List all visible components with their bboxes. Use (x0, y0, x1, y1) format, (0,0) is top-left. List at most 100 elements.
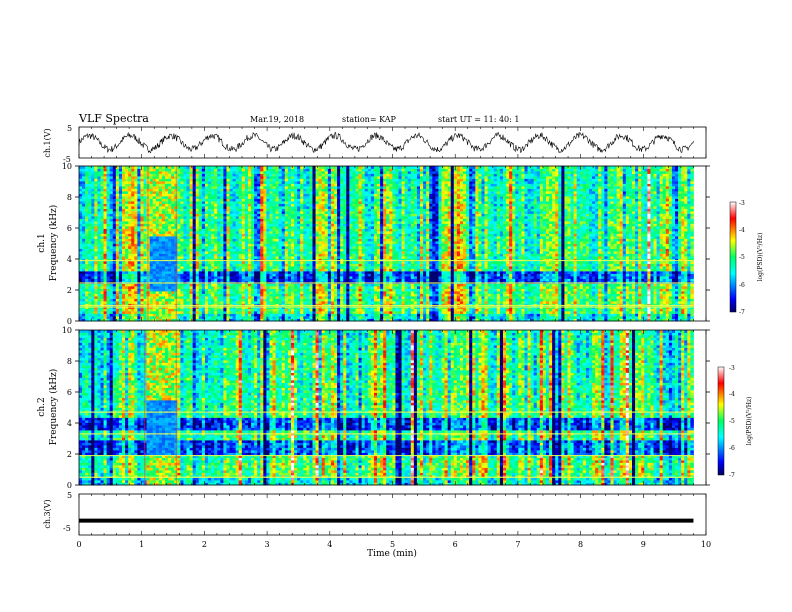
spectrogram-cell (251, 204, 254, 207)
spectrogram-cell (97, 196, 100, 199)
spectrogram-cell (245, 246, 248, 249)
spectrogram-cell (269, 309, 272, 312)
spectrogram-cell (85, 296, 88, 299)
spectrogram-cell (140, 179, 143, 182)
spectrogram-cell (202, 249, 205, 252)
spectrogram-cell (260, 311, 263, 314)
spectrogram-cell (211, 261, 214, 264)
spectrogram-cell (171, 234, 174, 237)
spectrogram-cell (288, 189, 291, 192)
spectrogram-cell (94, 176, 97, 179)
spectrogram-cell (190, 296, 193, 299)
spectrogram-cell (269, 179, 272, 182)
spectrogram-cell (226, 271, 229, 274)
spectrogram-cell (276, 269, 279, 272)
spectrogram-cell (125, 246, 128, 249)
spectrogram-cell (94, 186, 97, 189)
spectrogram-cell (309, 189, 312, 192)
spectrogram-cell (193, 189, 196, 192)
spectrogram-cell (162, 294, 165, 297)
spectrogram-cell (303, 261, 306, 264)
spectrogram-cell (285, 201, 288, 204)
spectrogram-cell (266, 291, 269, 294)
spectrogram-cell (245, 189, 248, 192)
spectrogram-cell (263, 279, 266, 282)
spectrogram-cell (171, 269, 174, 272)
spectrogram-cell (119, 284, 122, 287)
spectrogram-cell (312, 284, 315, 287)
spectrogram-cell (226, 186, 229, 189)
spectrogram-cell (276, 179, 279, 182)
spectrogram-cell (82, 269, 85, 272)
spectrogram-cell (91, 264, 94, 267)
spectrogram-cell (306, 204, 309, 207)
spectrogram-cell (208, 231, 211, 234)
spectrogram-cell (279, 266, 282, 269)
spectrogram-cell (248, 231, 251, 234)
spectrogram-cell (156, 316, 159, 319)
spectrogram-cell (85, 236, 88, 239)
spectrogram-cell (257, 316, 260, 319)
spectrogram-cell (94, 299, 97, 302)
spectrogram-cell (165, 261, 168, 264)
spectrogram-cell (187, 254, 190, 257)
spectrogram-cell (187, 191, 190, 194)
spectrogram-cell (282, 174, 285, 177)
spectrogram-cell (282, 239, 285, 242)
spectrogram-cell (273, 219, 276, 222)
spectrogram-cell (220, 169, 223, 172)
spectrogram-cell (257, 224, 260, 227)
spectrogram-cell (306, 244, 309, 247)
spectrogram-cell (297, 311, 300, 314)
spectrogram-cell (104, 184, 107, 187)
spectrogram-cell (196, 311, 199, 314)
spectrogram-cell (190, 181, 193, 184)
spectrogram-cell (294, 181, 297, 184)
spectrogram-cell (122, 299, 125, 302)
spectrogram-cell (101, 201, 104, 204)
spectrogram-cell (187, 171, 190, 174)
spectrogram-cell (279, 201, 282, 204)
spectrogram-cell (113, 196, 116, 199)
spectrogram-cell (236, 174, 239, 177)
spectrogram-cell (316, 191, 319, 194)
spectrogram-cell (140, 231, 143, 234)
spectrogram-cell (276, 274, 279, 277)
spectrogram-cell (300, 236, 303, 239)
spectrogram-cell (236, 314, 239, 317)
spectrogram-cell (79, 179, 82, 182)
spectrogram-cell (168, 239, 171, 242)
spectrogram-cell (266, 314, 269, 317)
spectrogram-cell (282, 244, 285, 247)
spectrogram-cell (285, 266, 288, 269)
spectrogram-cell (217, 226, 220, 229)
spectrogram-cell (239, 184, 242, 187)
spectrogram-cell (282, 186, 285, 189)
spectrogram-cell (279, 184, 282, 187)
spectrogram-cell (88, 294, 91, 297)
spectrogram-cell (193, 316, 196, 319)
spectrogram-cell (217, 209, 220, 212)
spectrogram-cell (319, 261, 322, 264)
spectrogram-cell (300, 231, 303, 234)
spectrogram-cell (325, 279, 328, 282)
spectrogram-cell (306, 211, 309, 214)
spectrogram-cell (288, 206, 291, 209)
spectrogram-cell (162, 199, 165, 202)
spectrogram-cell (165, 299, 168, 302)
spectrogram-cell (82, 251, 85, 254)
spectrogram-cell (183, 246, 186, 249)
spectrogram-cell (297, 221, 300, 224)
spectrogram-cell (88, 219, 91, 222)
spectrogram-cell (260, 216, 263, 219)
spectrogram-cell (303, 181, 306, 184)
spectrogram-cell (291, 231, 294, 234)
spectrogram-cell (125, 296, 128, 299)
spectrogram-cell (125, 184, 128, 187)
spectrogram-cell (131, 179, 134, 182)
spectrogram-cell (116, 316, 119, 319)
spectrogram-cell (168, 264, 171, 267)
spectrogram-cell (276, 311, 279, 314)
spectrogram-cell (279, 194, 282, 197)
spectrogram-cell (288, 176, 291, 179)
